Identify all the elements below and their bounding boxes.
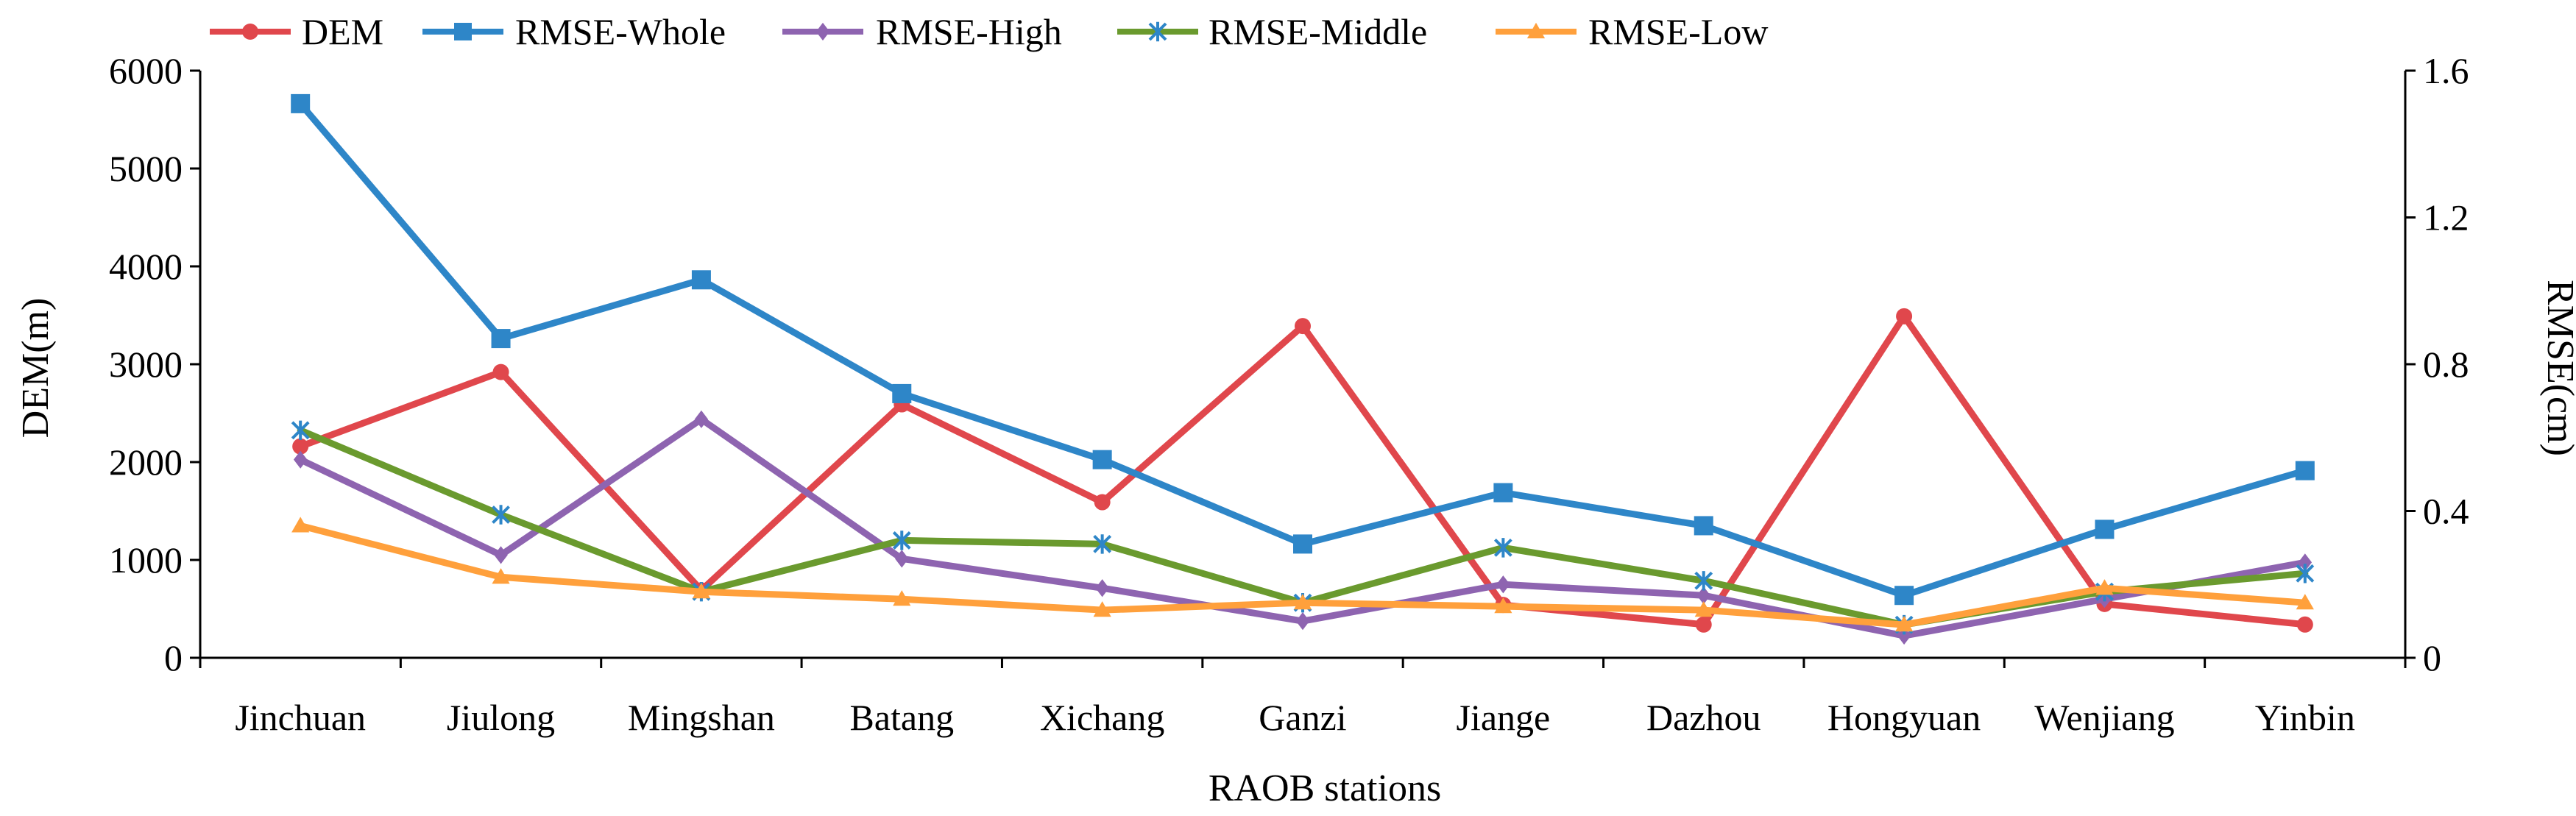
legend-marker [1148,21,1167,42]
data-point [1494,597,1512,614]
y-left-tick-label: 6000 [109,50,183,91]
legend-item: RMSE-High [782,11,1062,52]
data-point [292,438,309,455]
axes: 0 1000 2000 3000 4000 5000 6000 0 0.4 0.8 1.2 1.6 Ji… [109,50,2469,738]
data-point [1894,616,1914,632]
legend-marker [1526,22,1546,39]
x-tick-label: Yinbin [2255,697,2355,738]
data-point [1094,494,1111,511]
x-tick-label: Jiange [1456,697,1550,738]
x-tick-label: Dazhou [1646,697,1761,738]
data-point [2095,579,2114,595]
data-point [1694,571,1713,591]
data-point [291,93,311,113]
legend-label: DEM [302,11,383,52]
y-right-tick-label: 1.6 [2423,50,2469,91]
data-point [694,410,709,428]
data-point [691,270,711,290]
legend-item: DEM [210,11,383,52]
data-point [2296,564,2315,583]
data-point [1493,538,1512,558]
y-axis-right-title: RMSE(cm) [2539,280,2576,456]
legend-item: RMSE-Low [1496,11,1768,52]
y-right-tick-label: 0.4 [2423,491,2469,532]
x-tick-label: Jiulong [447,697,555,738]
y-axis-left-title: DEM(m) [15,298,57,439]
data-point [494,546,508,564]
series-layer [291,93,2315,645]
data-point [1295,318,1311,335]
x-tick-label: Wenjiang [2034,697,2174,738]
data-point [2295,461,2315,480]
y-left-tick-label: 0 [164,637,183,678]
data-point [1694,601,1713,617]
data-point [2298,553,2313,572]
series-line [297,100,2309,599]
data-point [1295,612,1310,631]
y-left-tick-label: 4000 [109,246,183,287]
data-point [1496,575,1510,594]
data-point [692,583,711,599]
legend-label: RMSE-High [876,11,1062,52]
legend-label: RMSE-Middle [1209,11,1427,52]
y-right-tick-label: 0.8 [2423,344,2469,385]
series-rmse-low [291,517,2314,632]
y-left-tick-label: 5000 [109,148,183,189]
legend-label: RMSE-Low [1588,11,1768,52]
y-right-tick-label: 0 [2423,637,2441,678]
legend: DEM RMSE-Whole RMSE-High RMSE-Middle RMSE-Lo… [210,11,1768,52]
data-point [492,568,510,584]
data-point [1493,483,1513,503]
data-point [1092,450,1112,469]
series-rmse-whole [291,93,2315,606]
data-point [892,531,911,550]
data-point [491,329,511,349]
data-point [2095,519,2115,539]
series-rmse-high [293,410,2313,645]
y-left-tick-label: 2000 [109,441,183,483]
y-left-tick-label: 1000 [109,539,183,581]
data-point [492,363,509,380]
data-point [1894,586,1914,606]
series-line [297,313,2309,628]
data-point [492,505,510,525]
data-point [1696,586,1710,605]
legend-item: RMSE-Whole [422,11,726,52]
legend-label: RMSE-Whole [515,11,726,52]
data-point [892,383,912,403]
y-right-tick-label: 1.2 [2423,197,2469,238]
data-point [2296,594,2314,610]
legend-marker [242,24,258,40]
legend-marker [815,22,830,41]
data-point [1694,516,1713,536]
data-point [1293,594,1312,610]
data-point [1695,616,1712,633]
legend-marker [454,23,472,40]
data-point [895,550,909,568]
x-tick-label: Xichang [1040,697,1164,738]
data-point [1093,601,1111,617]
x-tick-label: Batang [849,697,954,738]
y-left-tick-label: 3000 [109,344,183,385]
x-tick-label: Jinchuan [235,697,366,738]
data-point [291,420,310,440]
data-point [2296,616,2313,633]
data-point [893,590,911,606]
data-point [1293,534,1312,554]
data-point [1896,308,1913,324]
x-axis-title: RAOB stations [1209,767,1441,809]
x-tick-label: Mingshan [628,697,775,738]
x-tick-label: Ganzi [1259,697,1346,738]
x-tick-label: Hongyuan [1827,697,1981,738]
data-point [1897,626,1911,645]
legend-item: RMSE-Middle [1117,11,1427,52]
data-point [293,450,308,469]
data-point [1093,534,1112,554]
data-point [1095,579,1109,597]
data-point [291,517,310,533]
